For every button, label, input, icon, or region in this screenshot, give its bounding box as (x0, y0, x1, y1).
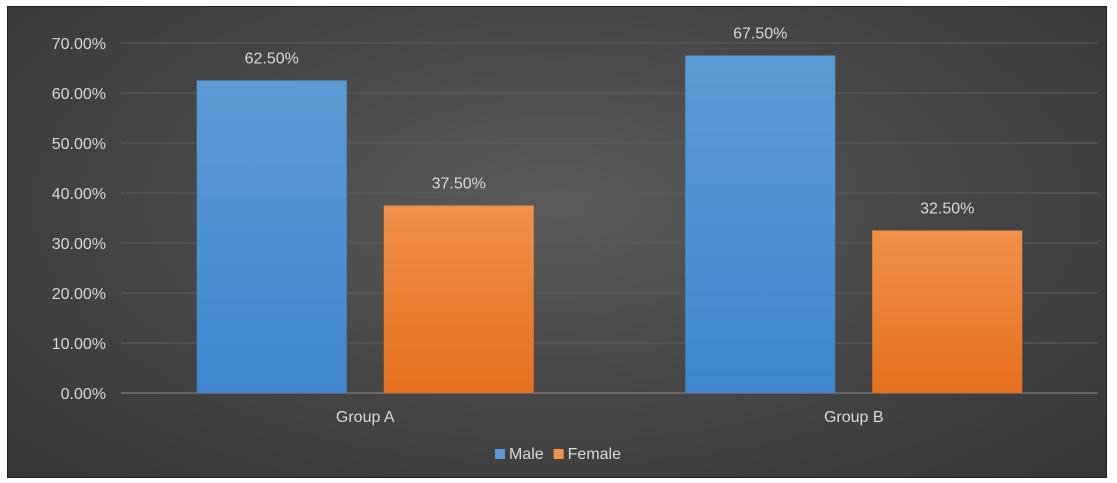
y-tick-label: 40.00% (52, 186, 106, 203)
legend-item-female: Female (553, 446, 621, 463)
bars (196, 55, 1023, 393)
bar-female-group-a (383, 205, 534, 393)
x-axis: Group A Group B (336, 409, 884, 426)
bar-chart: 0.00% 10.00% 20.00% 30.00% 40.00% 50.00% 60.00… (52, 26, 1098, 463)
bar-male-group-b (685, 55, 836, 393)
legend-swatch (553, 449, 564, 459)
y-axis: 0.00% 10.00% 20.00% 30.00% 40.00% 50.00% 60.00… (52, 36, 106, 403)
y-tick-label: 50.00% (52, 136, 106, 153)
y-tick-label: 30.00% (52, 236, 106, 253)
legend-swatch (494, 449, 505, 459)
bar-female-group-b (872, 230, 1023, 393)
legend-label: Male (509, 446, 544, 463)
data-labels: 62.50% 37.50% 67.50% 32.50% (245, 26, 975, 218)
legend-item-male: Male (494, 446, 544, 463)
data-label: 67.50% (733, 26, 787, 43)
y-tick-label: 70.00% (52, 36, 106, 53)
legend-label: Female (568, 446, 621, 463)
data-label: 32.50% (920, 201, 974, 218)
data-label: 62.50% (245, 51, 299, 68)
legend: Male Female (494, 446, 621, 463)
x-tick-label: Group B (824, 409, 884, 426)
x-tick-label: Group A (336, 409, 395, 426)
y-tick-label: 10.00% (52, 336, 106, 353)
data-label: 37.50% (432, 176, 486, 193)
bar-male-group-a (196, 80, 347, 393)
y-tick-label: 60.00% (52, 86, 106, 103)
y-tick-label: 20.00% (52, 286, 106, 303)
y-tick-label: 0.00% (61, 386, 106, 403)
chart-area: 0.00% 10.00% 20.00% 30.00% 40.00% 50.00% 60.00… (7, 6, 1107, 478)
